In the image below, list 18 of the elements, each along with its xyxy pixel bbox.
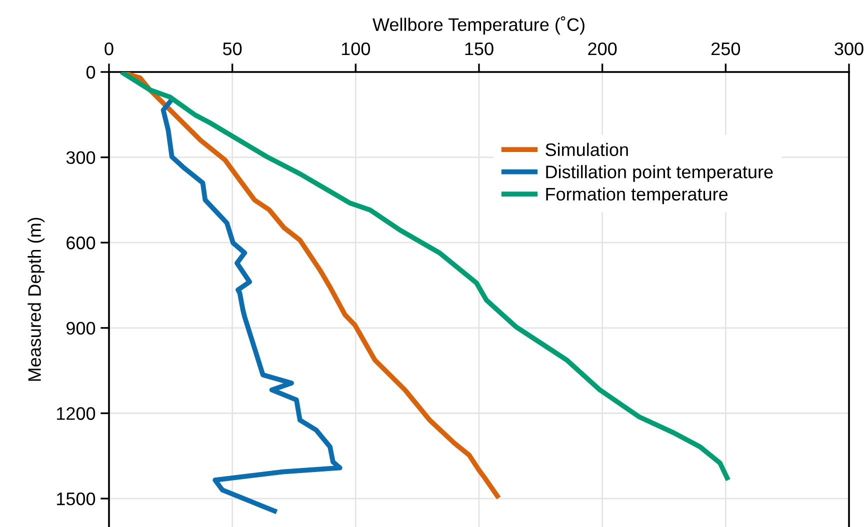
- y-tick-label: 1500: [57, 492, 96, 506]
- legend-label: Distillation point temperature: [546, 165, 773, 182]
- x-tick-label: 200: [588, 42, 617, 56]
- y-tick-label: 300: [66, 151, 96, 164]
- x-tick-label: 150: [465, 42, 494, 56]
- x-tick-label: 100: [342, 42, 370, 56]
- legend-label: Formation temperature: [546, 187, 728, 204]
- legend-label: Simulation: [546, 142, 628, 156]
- y-tick-label: 600: [66, 236, 96, 250]
- x-axis-title: Wellbore Temperature (˚C): [372, 16, 584, 35]
- x-tick-label: 0: [104, 42, 114, 56]
- x-tick-label: 50: [223, 42, 242, 56]
- y-tick-label: 1200: [57, 407, 96, 420]
- y-axis-title: Measured Depth (m): [28, 218, 45, 381]
- y-tick-label: 0: [86, 66, 96, 79]
- x-tick-label: 300: [834, 42, 864, 56]
- x-tick-label: 250: [712, 42, 740, 56]
- y-tick-label: 900: [66, 322, 96, 335]
